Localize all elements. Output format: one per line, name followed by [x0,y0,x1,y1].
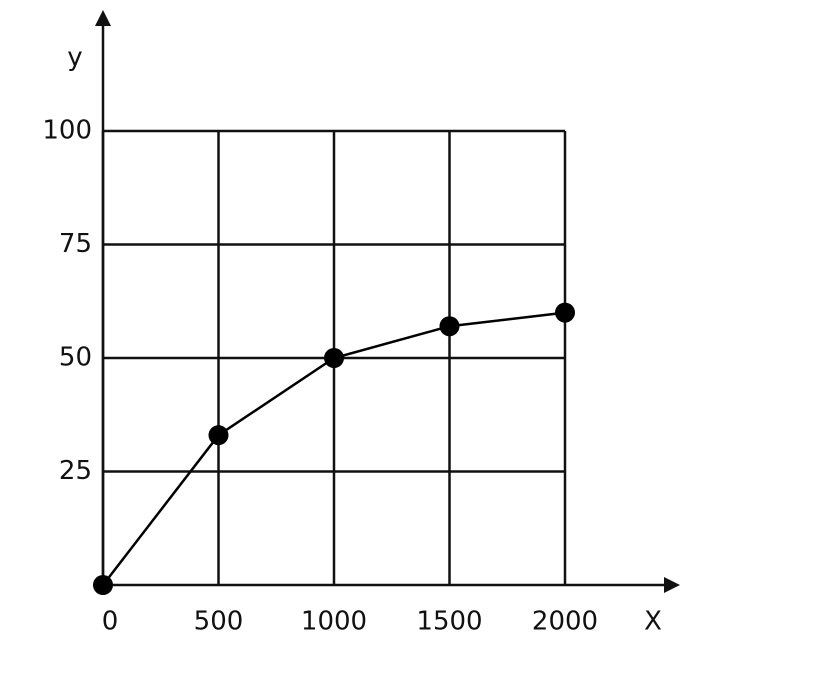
x-tick-label: 1500 [416,607,482,637]
data-point [208,425,229,446]
y-tick-label: 25 [59,456,92,486]
x-tick-label: 500 [194,607,244,637]
data-point [439,316,460,337]
y-tick-label: 100 [42,116,92,146]
y-tick-label: 50 [59,343,92,373]
y-axis-label: y [67,43,82,73]
data-point [93,575,113,595]
y-axis-arrow [95,10,111,26]
x-tick-label: 1000 [301,607,367,637]
x-axis-arrow [664,577,680,593]
x-tick-label: 2000 [532,607,598,637]
data-point [555,302,575,323]
data-point [324,348,344,368]
y-tick-label: 75 [59,229,92,259]
x-axis-label: X [644,607,662,637]
x-tick-label: 0 [102,607,119,637]
